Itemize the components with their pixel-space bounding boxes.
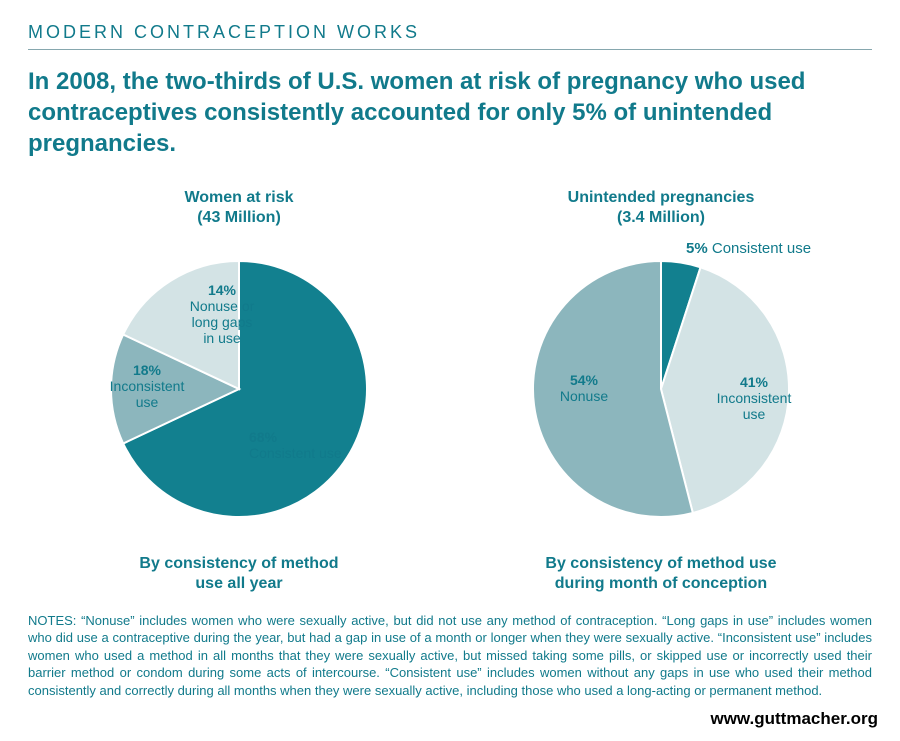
label-right-nonuse: 54% Nonuse xyxy=(539,372,629,404)
label-right-inconsistent-pct: 41% xyxy=(740,374,768,390)
label-right-inconsistent: 41% Inconsistentuse xyxy=(699,374,809,422)
label-left-inconsistent: 18% Inconsistentuse xyxy=(97,362,197,410)
label-left-nonuse: 14% Nonuse orlong gapsin use xyxy=(177,282,267,346)
label-right-nonuse-pct: 54% xyxy=(570,372,598,388)
headline: In 2008, the two-thirds of U.S. women at… xyxy=(28,66,808,160)
label-right-inconsistent-text: Inconsistentuse xyxy=(717,390,792,422)
chart-left: Women at risk (43 Million) 14% Nonuse or… xyxy=(29,188,449,594)
source-url: www.guttmacher.org xyxy=(710,709,878,729)
chart-left-caption-line2: use all year xyxy=(195,575,282,592)
chart-right-title: Unintended pregnancies (3.4 Million) xyxy=(451,188,871,228)
chart-left-title-line2: (43 Million) xyxy=(197,209,281,226)
chart-left-title: Women at risk (43 Million) xyxy=(29,188,449,228)
chart-left-title-line1: Women at risk xyxy=(184,189,293,206)
label-left-inconsistent-text: Inconsistentuse xyxy=(110,378,185,410)
chart-right: Unintended pregnancies (3.4 Million) 5% … xyxy=(451,188,871,594)
chart-right-caption-line2: during month of conception xyxy=(555,575,767,592)
label-right-nonuse-text: Nonuse xyxy=(560,388,608,404)
label-left-consistent-pct: 68% xyxy=(249,429,277,445)
chart-left-caption-line1: By consistency of method xyxy=(139,555,338,572)
label-left-consistent-text: Consistent use xyxy=(249,445,342,461)
chart-right-caption-line1: By consistency of method use xyxy=(545,555,776,572)
chart-right-caption: By consistency of method use during mont… xyxy=(451,554,871,594)
label-left-nonuse-text: Nonuse orlong gapsin use xyxy=(190,298,255,346)
pie-right-wrap: 5% Consistent use 41% Inconsistentuse 54… xyxy=(451,234,871,544)
notes-text: NOTES: “Nonuse” includes women who were … xyxy=(28,612,872,700)
header-rule xyxy=(28,49,872,50)
chart-left-caption: By consistency of method use all year xyxy=(29,554,449,594)
label-left-consistent: 68% Consistent use xyxy=(249,429,389,461)
label-right-consistent-external: 5% Consistent use xyxy=(686,240,811,257)
label-left-nonuse-pct: 14% xyxy=(208,282,236,298)
chart-right-title-line2: (3.4 Million) xyxy=(617,209,705,226)
label-right-consistent-text: Consistent use xyxy=(712,240,811,257)
label-left-inconsistent-pct: 18% xyxy=(133,362,161,378)
header-title: MODERN CONTRACEPTION WORKS xyxy=(28,22,872,49)
chart-right-title-line1: Unintended pregnancies xyxy=(568,189,755,206)
pie-left-wrap: 14% Nonuse orlong gapsin use 18% Inconsi… xyxy=(29,234,449,544)
charts-row: Women at risk (43 Million) 14% Nonuse or… xyxy=(28,188,872,594)
label-right-consistent-pct: 5% xyxy=(686,240,708,257)
